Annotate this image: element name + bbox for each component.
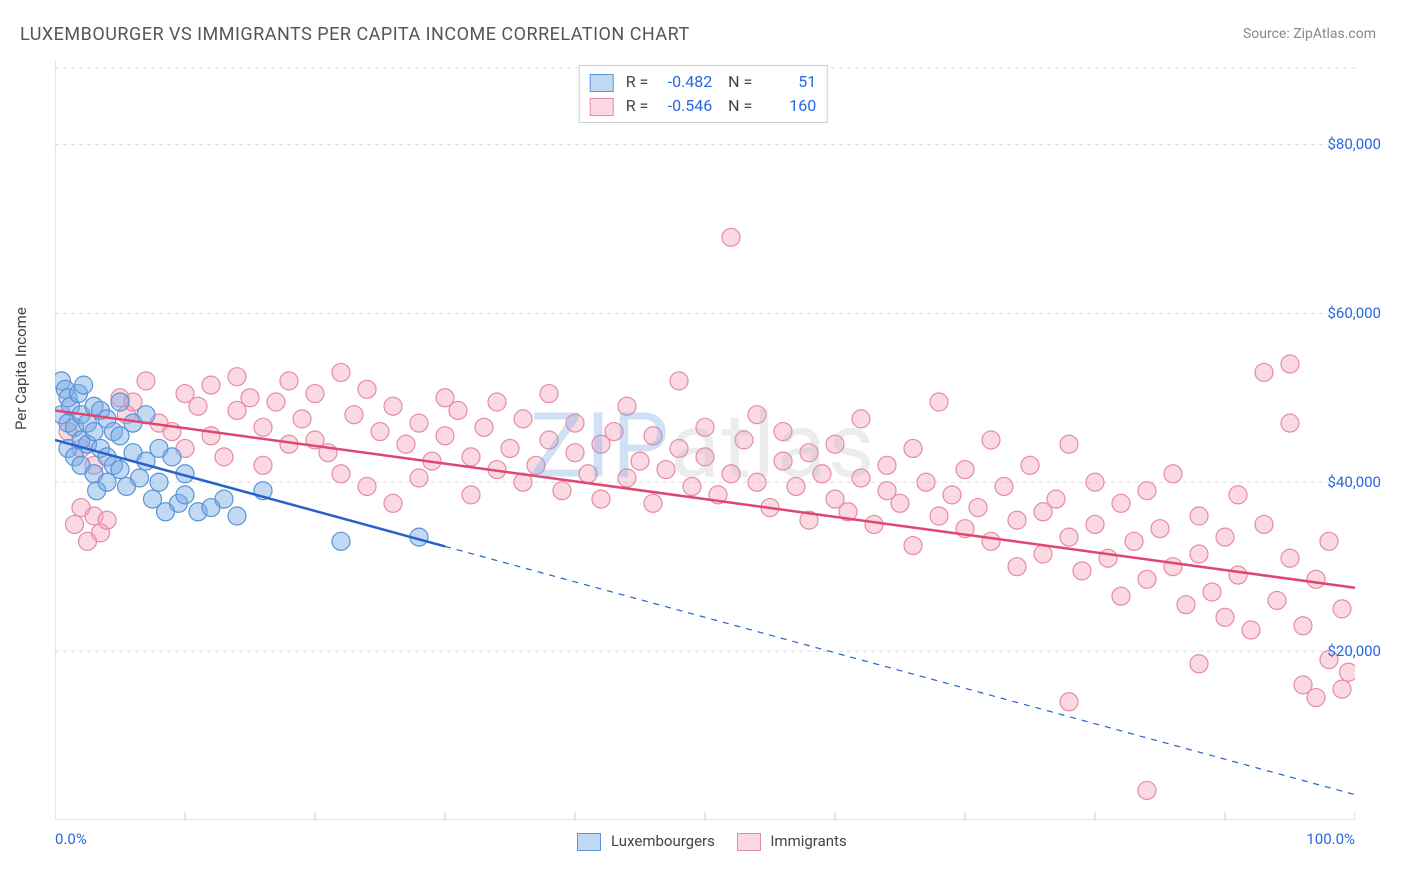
bottom-legend: Luxembourgers Immigrants — [0, 832, 1406, 851]
plot-svg — [55, 60, 1355, 820]
legend-label-immigrants: Immigrants — [770, 832, 846, 850]
corr-swatch-luxembourgers — [590, 74, 614, 92]
source-attribution: Source: ZipAtlas.com — [1243, 26, 1376, 42]
legend-label-luxembourgers: Luxembourgers — [611, 832, 715, 850]
y-tick-label: $40,000 — [1327, 473, 1381, 491]
y-tick-label: $80,000 — [1327, 135, 1381, 153]
chart-title: LUXEMBOURGER VS IMMIGRANTS PER CAPITA IN… — [20, 24, 690, 45]
correlation-row-immigrants: R = -0.546 N = 160 — [590, 94, 817, 118]
r-label-2: R = — [626, 96, 649, 115]
legend-swatch-luxembourgers — [577, 833, 601, 851]
y-tick-label: $20,000 — [1327, 642, 1381, 660]
r-value-immigrants: -0.546 — [652, 94, 712, 118]
y-axis-label: Per Capita Income — [12, 307, 30, 430]
n-value-immigrants: 160 — [756, 94, 816, 118]
chart-container: LUXEMBOURGER VS IMMIGRANTS PER CAPITA IN… — [0, 0, 1406, 892]
n-label-2: N = — [728, 96, 752, 115]
legend-swatch-immigrants — [737, 833, 761, 851]
plot-area — [55, 60, 1355, 820]
correlation-row-luxembourgers: R = -0.482 N = 51 — [590, 70, 817, 94]
n-label: N = — [728, 72, 752, 91]
r-label: R = — [626, 72, 649, 91]
y-tick-label: $60,000 — [1327, 304, 1381, 322]
corr-swatch-immigrants — [590, 98, 614, 116]
r-value-luxembourgers: -0.482 — [652, 70, 712, 94]
n-value-luxembourgers: 51 — [756, 70, 816, 94]
correlation-legend: R = -0.482 N = 51 R = -0.546 N = 160 — [579, 65, 828, 123]
